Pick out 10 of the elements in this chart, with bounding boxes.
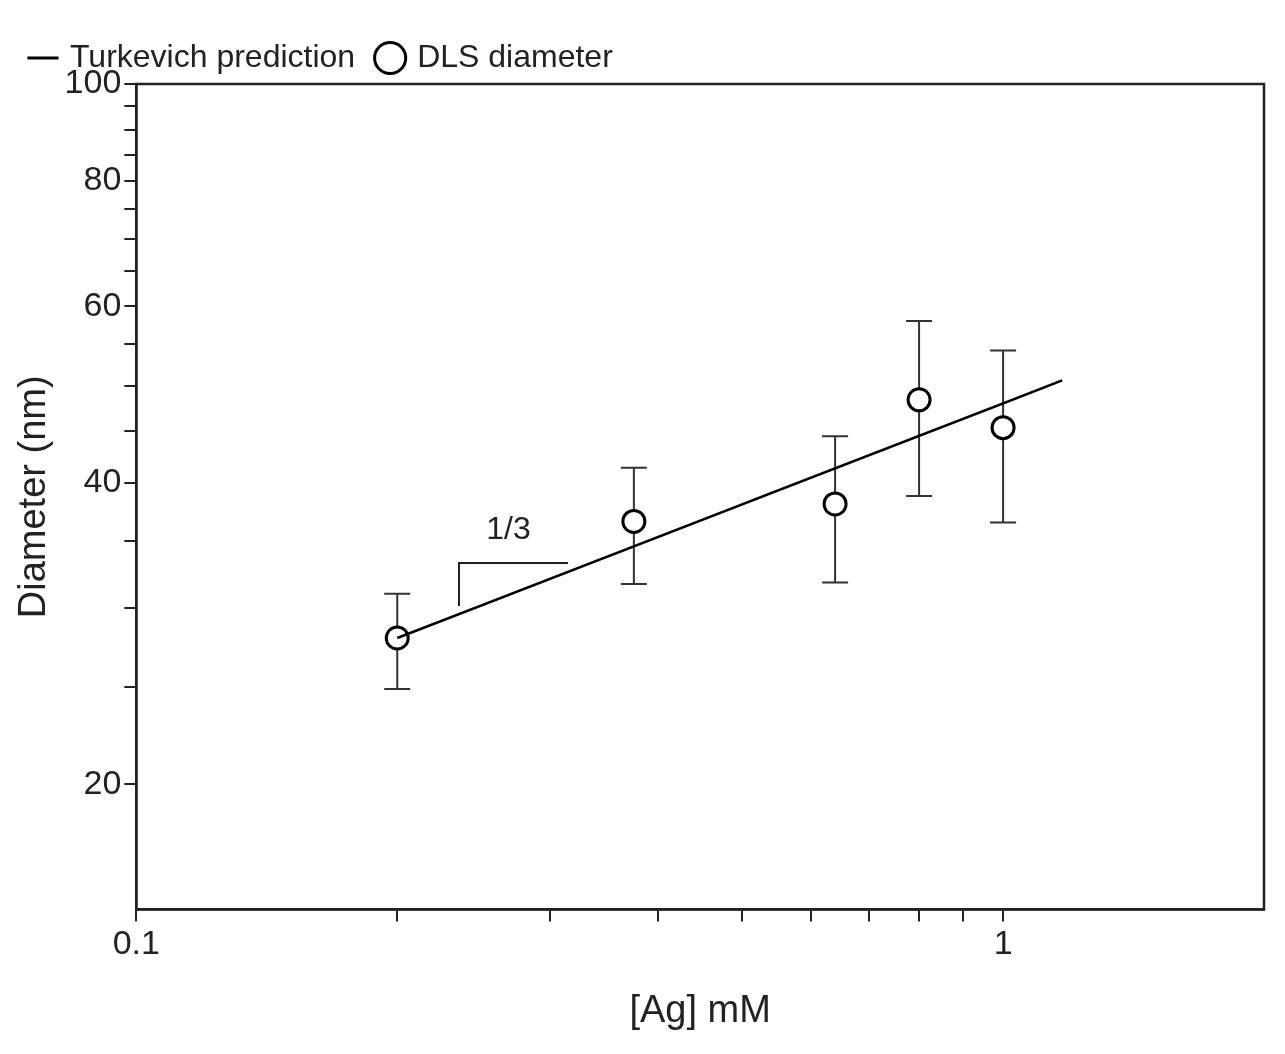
y-tick-label: 40 (83, 461, 122, 500)
legend-label: DLS diameter (417, 37, 614, 74)
y-tick-label: 80 (83, 159, 122, 198)
y-tick-label: 20 (83, 762, 122, 801)
y-tick-label: 60 (83, 284, 122, 323)
x-axis-title: [Ag] mM (629, 987, 771, 1030)
x-tick-label: 1 (993, 923, 1013, 962)
annotation: 1/3 (486, 509, 531, 546)
x-tick-label: 0.1 (112, 923, 160, 962)
y-axis-title: Diameter (nm) (11, 375, 54, 619)
